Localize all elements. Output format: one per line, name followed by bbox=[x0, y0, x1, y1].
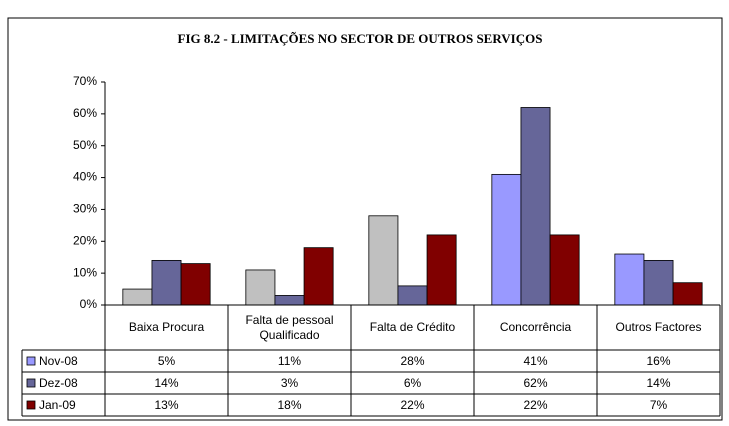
category-label-box: Falta de pessoal Qualificado bbox=[245, 312, 334, 342]
y-tick-label: 60% bbox=[73, 106, 97, 120]
table-value: 22% bbox=[400, 398, 424, 412]
bar bbox=[274, 295, 305, 306]
y-tick-label: 0% bbox=[80, 297, 98, 311]
legend-label: Jan-09 bbox=[39, 398, 76, 412]
bar bbox=[549, 234, 580, 306]
table-value: 14% bbox=[154, 376, 178, 390]
bar bbox=[614, 253, 645, 306]
table-value: 28% bbox=[400, 354, 424, 368]
y-tick-label: 10% bbox=[73, 265, 97, 279]
y-tick-label: 50% bbox=[73, 138, 97, 152]
bar bbox=[491, 173, 522, 306]
bar bbox=[245, 269, 276, 306]
category-label: Concorrência bbox=[499, 320, 572, 334]
bar bbox=[397, 285, 428, 306]
category-label-box: Outros Factores bbox=[615, 320, 702, 334]
y-tick-label: 30% bbox=[73, 202, 97, 216]
y-tick-label: 70% bbox=[73, 74, 97, 88]
bar bbox=[180, 263, 211, 306]
category-label-box: Falta de Crédito bbox=[369, 320, 456, 334]
bar bbox=[303, 247, 334, 306]
table-value: 7% bbox=[650, 398, 668, 412]
legend-swatch bbox=[26, 400, 36, 410]
chart-title: FIG 8.2 - LIMITAÇÕES NO SECTOR DE OUTROS… bbox=[178, 31, 543, 46]
bar bbox=[643, 259, 674, 306]
y-tick-label: 20% bbox=[73, 233, 97, 247]
bar bbox=[426, 234, 457, 306]
table-value: 62% bbox=[523, 376, 547, 390]
category-label-box: Baixa Procura bbox=[128, 320, 205, 334]
table-value: 13% bbox=[154, 398, 178, 412]
category-label: Outros Factores bbox=[615, 320, 702, 334]
legend-swatch bbox=[26, 356, 36, 366]
category-label: Falta de pessoal Qualificado bbox=[245, 312, 334, 342]
table-value: 5% bbox=[158, 354, 176, 368]
category-label: Baixa Procura bbox=[128, 320, 205, 334]
bar bbox=[368, 215, 399, 306]
category-label-box: Concorrência bbox=[499, 320, 572, 334]
chart-frame bbox=[7, 17, 723, 421]
table-value: 11% bbox=[278, 354, 301, 368]
bar bbox=[520, 107, 551, 306]
table-value: 6% bbox=[404, 376, 422, 390]
table-value: 16% bbox=[646, 354, 670, 368]
table-value: 22% bbox=[523, 398, 547, 412]
table-value: 3% bbox=[281, 376, 299, 390]
table-value: 18% bbox=[277, 398, 301, 412]
bar bbox=[122, 288, 153, 306]
table-value: 14% bbox=[646, 376, 670, 390]
bar bbox=[672, 282, 703, 306]
category-label: Falta de Crédito bbox=[369, 320, 456, 334]
table-value: 41% bbox=[523, 354, 547, 368]
bar bbox=[151, 259, 182, 306]
legend-label: Dez-08 bbox=[39, 376, 78, 390]
legend-label: Nov-08 bbox=[39, 354, 78, 368]
y-tick-label: 40% bbox=[73, 170, 97, 184]
legend-swatch bbox=[26, 378, 36, 388]
